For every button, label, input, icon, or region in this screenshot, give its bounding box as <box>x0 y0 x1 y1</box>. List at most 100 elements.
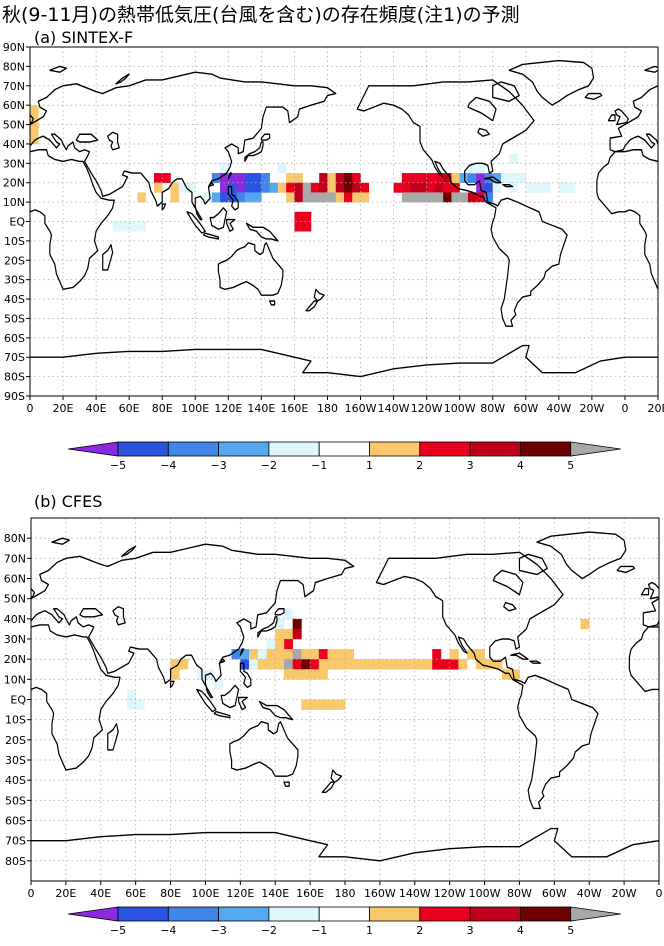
colorbar-under <box>67 906 119 922</box>
cell-0-71 <box>401 173 411 184</box>
ytick-label: 40S <box>4 293 25 306</box>
cell-0-43 <box>286 182 295 193</box>
cell-0-88 <box>426 192 436 203</box>
cell-1-61 <box>406 659 416 670</box>
cell-1-47 <box>170 669 180 680</box>
cell-1-64 <box>432 659 442 670</box>
cell-0-66 <box>302 211 312 222</box>
cell-1-45 <box>170 659 180 670</box>
cell-1-23 <box>240 659 250 670</box>
cell-1-7 <box>266 639 276 650</box>
colorbar-label: 4 <box>517 924 524 937</box>
xtick-label: 100E <box>191 887 219 900</box>
cell-1-32 <box>318 659 328 670</box>
cell-0-58 <box>327 192 337 203</box>
xtick-label: 0 <box>656 887 663 900</box>
cell-0-51 <box>352 182 361 193</box>
cell-0-92 <box>459 192 469 203</box>
cell-0-41 <box>352 173 361 184</box>
colorbar-label: −2 <box>261 459 277 472</box>
ytick-label: 70N <box>4 552 26 565</box>
cell-0-103 <box>476 163 485 174</box>
cell-0-53 <box>286 192 295 203</box>
cell-0-17 <box>244 173 254 184</box>
page-title: 秋(9-11月)の熱帯低気圧(台風を含む)の存在頻度(注1)の予測 <box>2 4 520 26</box>
cell-0-72 <box>410 173 419 184</box>
cell-0-46 <box>310 182 320 193</box>
cell-1-5 <box>292 628 302 640</box>
colorbar-label: −3 <box>210 924 226 937</box>
colorbar-label: −2 <box>261 924 277 937</box>
cell-0-79 <box>410 182 419 193</box>
cell-1-42 <box>301 669 311 680</box>
xtick-label: 20W <box>612 887 637 900</box>
cell-1-73 <box>484 659 494 670</box>
cell-0-93 <box>451 173 460 184</box>
ytick-label: 70S <box>4 351 25 364</box>
colorbar-box <box>117 906 169 922</box>
coastline <box>31 531 355 862</box>
cell-0-52 <box>360 182 370 193</box>
cell-0-4 <box>153 173 163 184</box>
ytick-label: 20N <box>3 177 25 190</box>
colorbar-label: 2 <box>416 459 423 472</box>
colorbar-box <box>268 906 320 922</box>
coastline <box>326 59 658 378</box>
cell-0-87 <box>418 192 427 203</box>
cell-1-74 <box>493 659 503 670</box>
panel-a-map: 0 20E 40E 60E 80E 100E 120E 140E 160E 180 160W 140W… <box>3 41 664 415</box>
cell-0-32 <box>244 192 254 203</box>
cell-1-8 <box>275 639 285 650</box>
colorbar-box <box>167 441 220 457</box>
cell-0-12 <box>220 163 229 174</box>
cell-0-29 <box>220 192 229 203</box>
ytick-label: 10S <box>5 714 26 727</box>
cell-1-55 <box>336 699 346 710</box>
colorbar-box <box>268 441 320 457</box>
cell-0-108 <box>509 182 518 193</box>
colorbar-box <box>318 441 370 457</box>
cell-1-56 <box>126 699 136 710</box>
ytick-label: 60N <box>4 573 26 586</box>
cell-1-3 <box>275 628 285 640</box>
cell-0-8 <box>137 192 146 203</box>
cell-0-14 <box>220 173 229 184</box>
cell-0-21 <box>228 182 237 193</box>
cell-0-69 <box>129 221 138 232</box>
colorbar-label: 3 <box>467 924 474 937</box>
colorbar-label: −1 <box>311 924 327 937</box>
ytick-label: 60S <box>4 332 25 345</box>
ytick-label: 30N <box>4 633 26 646</box>
colorbar-label: −4 <box>160 924 176 937</box>
ytick-label: 50S <box>4 312 25 325</box>
colorbar-label: 3 <box>467 459 474 472</box>
cell-1-6 <box>283 639 293 650</box>
cell-1-53 <box>318 699 328 710</box>
cell-0-91 <box>451 192 460 203</box>
cell-0-39 <box>335 173 345 184</box>
xtick-label: 120E <box>214 402 242 415</box>
cell-0-63 <box>294 211 303 222</box>
cell-0-42 <box>277 182 287 193</box>
cell-1-71 <box>475 649 485 660</box>
cell-0-89 <box>434 192 444 203</box>
cell-0-112 <box>467 192 477 203</box>
cell-0-31 <box>236 192 246 203</box>
cell-1-39 <box>379 659 389 670</box>
cell-0-55 <box>302 192 312 203</box>
cell-0-15 <box>228 173 237 184</box>
xtick-label: 100W <box>469 887 501 900</box>
colorbar-label: 5 <box>567 459 574 472</box>
colorbar-label: −1 <box>311 459 327 472</box>
cell-1-40 <box>283 669 293 680</box>
cell-0-67 <box>112 221 122 232</box>
cell-0-85 <box>401 192 411 203</box>
xtick-label: 60W <box>513 402 538 415</box>
colorbar-box <box>218 441 270 457</box>
cell-0-40 <box>344 173 353 184</box>
colorbar-box <box>419 906 471 922</box>
cell-0-48 <box>327 182 337 193</box>
cell-0-113 <box>476 192 485 203</box>
xtick-label: 80W <box>507 887 532 900</box>
cell-0-111 <box>542 182 551 193</box>
